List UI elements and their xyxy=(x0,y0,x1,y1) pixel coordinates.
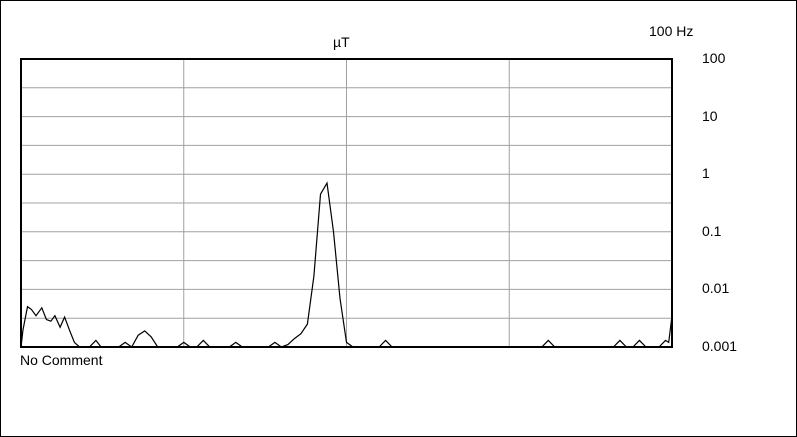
y-tick-label: 0.1 xyxy=(702,222,722,239)
unit-label: µT xyxy=(333,34,350,50)
y-tick-label: 1 xyxy=(702,165,710,182)
plot-border xyxy=(20,58,673,348)
y-tick-label: 0.001 xyxy=(702,338,738,354)
y-tick-label: 0.01 xyxy=(702,280,730,297)
comment-label: No Comment xyxy=(20,352,103,368)
y-tick-label: 10 xyxy=(702,107,718,124)
frequency-label: 100 Hz xyxy=(649,23,694,39)
y-tick-label: 100 xyxy=(702,50,726,66)
